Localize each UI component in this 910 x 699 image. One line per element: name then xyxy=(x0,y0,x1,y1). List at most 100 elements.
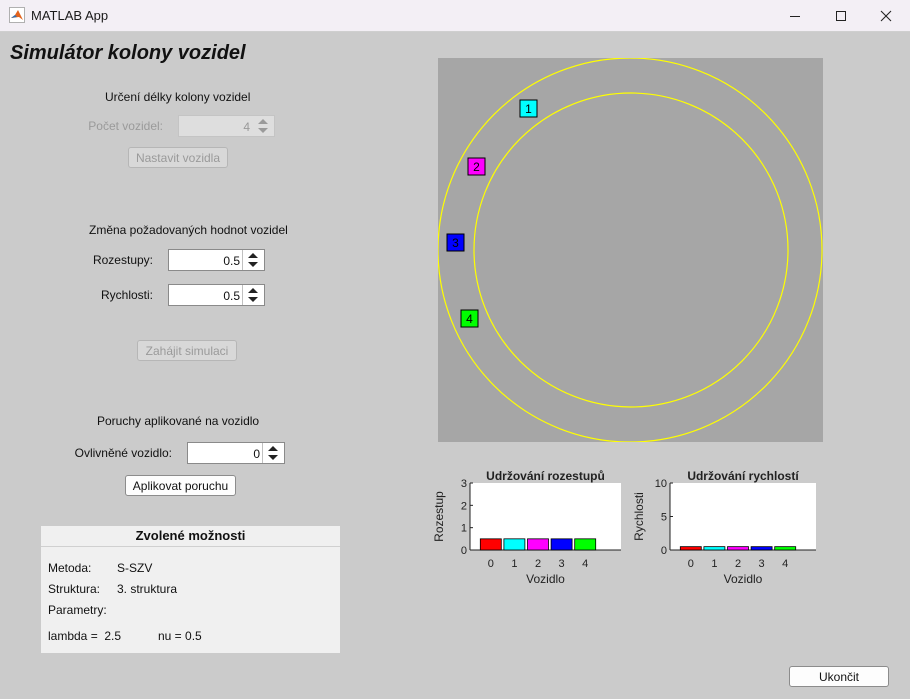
vehicle-count-arrows[interactable] xyxy=(253,116,274,136)
plot-area xyxy=(670,483,816,550)
title-bar: MATLAB App xyxy=(0,0,910,32)
bar xyxy=(527,538,549,551)
bar xyxy=(774,546,797,551)
spacing-spinner[interactable]: 0.5 xyxy=(168,249,265,271)
spin-down-icon xyxy=(258,128,268,133)
vehicle-marker: 2 xyxy=(467,157,486,176)
spacing-label: Rozestupy: xyxy=(92,253,153,267)
quit-button[interactable]: Ukončit xyxy=(789,666,889,687)
vehicle-marker: 3 xyxy=(446,233,465,252)
y-tick-label: 3 xyxy=(461,478,467,490)
chosen-options-panel: Zvolené možnosti Metoda: S-SZV Struktura… xyxy=(41,526,340,653)
bar xyxy=(503,538,526,551)
bar xyxy=(574,538,597,551)
spin-up-icon xyxy=(258,119,268,124)
vehicle-count-spinner[interactable]: 4 xyxy=(178,115,275,137)
vehicle-label: 1 xyxy=(525,102,532,116)
simulation-view: 1 2 3 4 xyxy=(437,57,823,443)
x-tick-label: 2 xyxy=(535,558,541,570)
x-tick-label: 0 xyxy=(488,558,494,570)
bar xyxy=(479,538,502,551)
method-value: S-SZV xyxy=(117,561,153,575)
speed-spinner[interactable]: 0.5 xyxy=(168,284,265,306)
structure-value: 3. struktura xyxy=(117,582,178,596)
spin-up-icon xyxy=(268,446,278,451)
affected-vehicle-value: 0 xyxy=(253,447,260,461)
minimize-button[interactable] xyxy=(772,0,818,31)
close-icon xyxy=(880,10,892,21)
x-axis-label: Vozidlo xyxy=(526,572,565,586)
speed-label: Rychlosti: xyxy=(100,288,153,302)
affected-vehicle-arrows[interactable] xyxy=(262,443,284,463)
spin-down-icon xyxy=(248,262,258,267)
y-tick-label: 0 xyxy=(661,545,667,557)
vehicle-label: 2 xyxy=(473,160,480,174)
window-title: MATLAB App xyxy=(31,8,109,23)
fault-section-heading: Poruchy aplikované na vozidlo xyxy=(97,414,260,428)
app-client-area: Simulátor kolony vozidel Určení délky ko… xyxy=(0,32,910,699)
length-section-heading: Určení délky kolony vozidel xyxy=(105,90,251,104)
apply-fault-button[interactable]: Aplikovat poruchu xyxy=(125,475,236,496)
parameters-label: Parametry: xyxy=(48,603,107,617)
maximize-button[interactable] xyxy=(818,0,864,31)
bar xyxy=(550,538,573,551)
y-tick-label: 2 xyxy=(461,500,467,512)
x-tick-label: 0 xyxy=(688,558,694,570)
spin-down-icon xyxy=(268,455,278,460)
vehicle-body xyxy=(446,233,465,252)
app-title: Simulátor kolony vozidel xyxy=(10,42,246,64)
x-tick-label: 1 xyxy=(511,558,517,570)
spin-down-icon xyxy=(248,297,258,302)
bar xyxy=(727,546,749,551)
chart-title: Udržování rychlostí xyxy=(687,470,799,483)
vehicle-count-value: 4 xyxy=(243,120,250,134)
spacing-arrows[interactable] xyxy=(242,250,264,270)
y-tick-label: 1 xyxy=(461,523,467,535)
x-tick-label: 3 xyxy=(759,558,765,570)
vehicle-label: 3 xyxy=(452,236,459,250)
x-tick-label: 2 xyxy=(735,558,741,570)
lambda-value: lambda = 2.5 xyxy=(48,629,122,643)
chart-title: Udržování rozestupů xyxy=(486,470,605,483)
track-canvas: 1 2 3 4 xyxy=(437,57,823,443)
bar xyxy=(679,546,702,551)
vehicle-marker: 1 xyxy=(519,99,538,118)
inner-track-ring xyxy=(473,92,789,408)
y-tick-label: 0 xyxy=(461,545,467,557)
spacing-chart: Udržování rozestupů 0 1 2 3 0 1 2 3 4 Vozidlo Rozes… xyxy=(432,470,621,586)
vehicle-body xyxy=(467,157,486,176)
x-axis-label: Vozidlo xyxy=(724,572,763,586)
bar xyxy=(703,546,726,551)
targets-section-heading: Změna požadovaných hodnot vozidel xyxy=(89,223,288,237)
bar xyxy=(750,546,773,551)
structure-label: Struktura: xyxy=(48,582,101,596)
affected-vehicle-spinner[interactable]: 0 xyxy=(187,442,285,464)
speed-arrows[interactable] xyxy=(242,285,264,305)
maximize-icon xyxy=(836,10,846,21)
matlab-logo-icon xyxy=(9,7,25,23)
vehicle-marker: 4 xyxy=(460,309,479,328)
nu-value: nu = 0.5 xyxy=(158,629,202,643)
vehicle-label: 4 xyxy=(466,312,473,326)
x-tick-label: 1 xyxy=(711,558,717,570)
speed-value: 0.5 xyxy=(223,289,240,303)
panel-title: Zvolené možnosti xyxy=(41,526,340,547)
x-tick-label: 4 xyxy=(582,558,588,570)
close-button[interactable] xyxy=(863,0,909,31)
method-label: Metoda: xyxy=(48,561,92,575)
vehicle-count-label: Počet vozidel: xyxy=(88,119,163,133)
set-vehicles-button[interactable]: Nastavit vozidla xyxy=(128,147,228,168)
spin-up-icon xyxy=(248,253,258,258)
y-tick-label: 10 xyxy=(655,478,667,490)
x-tick-label: 4 xyxy=(782,558,788,570)
start-simulation-button[interactable]: Zahájit simulaci xyxy=(137,340,237,361)
vehicle-body xyxy=(460,309,479,328)
y-axis-label: Rozestup xyxy=(432,491,446,542)
outer-track-ring xyxy=(437,57,823,443)
spacing-value: 0.5 xyxy=(223,254,240,268)
y-axis-label: Rychlosti xyxy=(632,492,646,541)
minimize-icon xyxy=(790,15,800,17)
speed-chart: Udržování rychlostí 0 5 10 0 1 2 3 4 Vozidlo Rychl… xyxy=(632,470,816,586)
spin-up-icon xyxy=(248,288,258,293)
x-tick-label: 3 xyxy=(559,558,565,570)
